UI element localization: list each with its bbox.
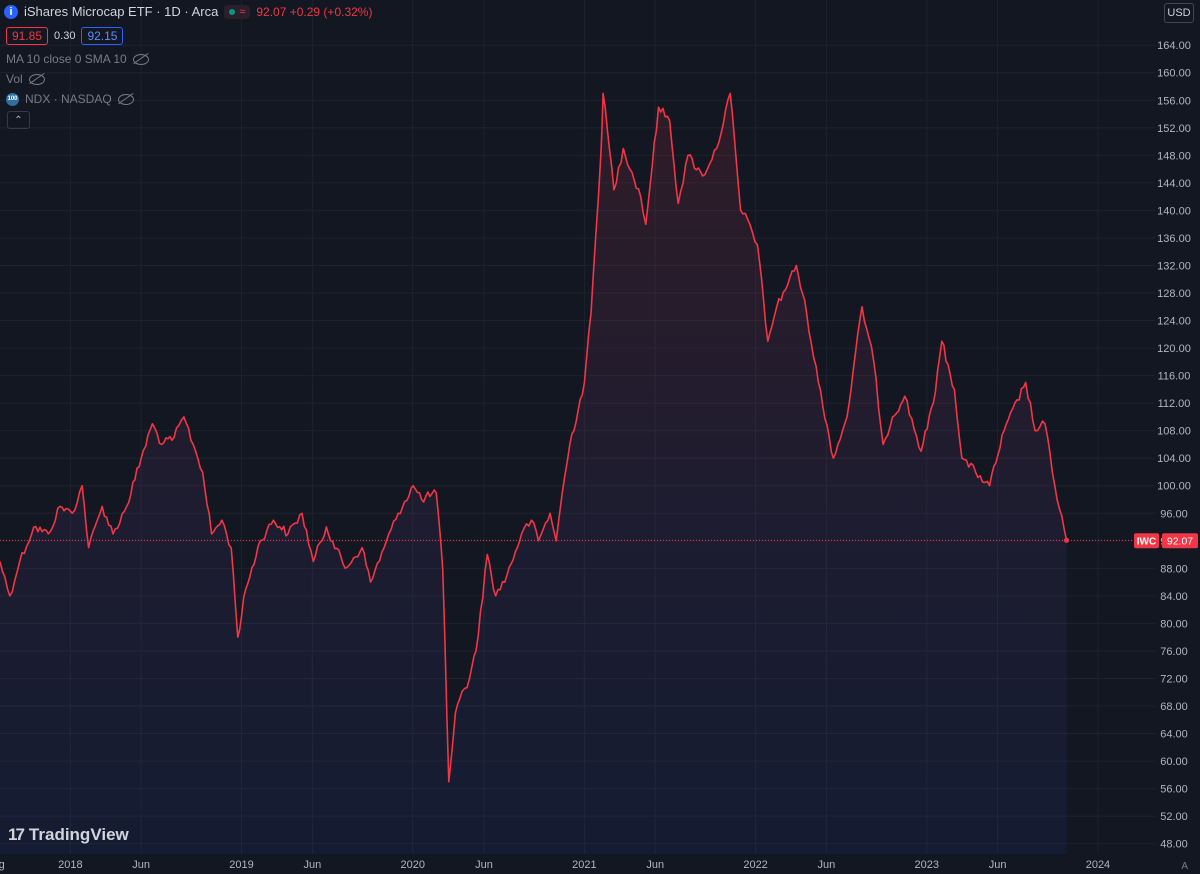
y-tick-label: 144.00 <box>1157 178 1191 190</box>
indicator-vol[interactable]: Vol <box>6 72 45 86</box>
y-tick-label: 160.00 <box>1157 68 1191 80</box>
auto-scale-button[interactable]: A <box>1181 861 1188 872</box>
tradingview-name: TradingView <box>28 825 129 844</box>
hidden-eye-icon[interactable] <box>117 93 134 105</box>
last-price-value: 92.07 <box>1167 535 1193 547</box>
y-tick-label: 68.00 <box>1160 701 1188 713</box>
y-tick-label: 132.00 <box>1157 260 1191 272</box>
price-axis[interactable]: 48.00 52.00 56.00 60.00 64.00 68.00 72.00 76.00… <box>1157 40 1191 850</box>
y-tick-label: 124.00 <box>1157 316 1191 328</box>
ma-label: MA 10 close 0 SMA 10 <box>6 52 127 66</box>
indicator-ndx[interactable]: 100 NDX · NASDAQ <box>6 92 134 106</box>
last-price-label: IWC 92.07 <box>1134 533 1198 549</box>
y-tick-label: 88.00 <box>1160 563 1188 575</box>
y-tick-label: 64.00 <box>1160 729 1188 741</box>
hidden-eye-icon[interactable] <box>28 73 45 85</box>
time-axis[interactable]: ug 2018 Jun 2019 Jun 2020 Jun 2021 Jun 2022 Jun 202… <box>0 859 1110 871</box>
spread-value: 0.30 <box>54 30 76 42</box>
price-change: 92.07 +0.29 (+0.32%) <box>256 4 373 19</box>
price-series-line <box>0 92 1068 783</box>
price-area-fill <box>0 93 1067 854</box>
y-tick-label: 56.00 <box>1160 784 1188 796</box>
x-tick-label: 2021 <box>572 859 596 871</box>
bid-button[interactable]: 91.85 <box>6 27 49 45</box>
y-tick-label: 84.00 <box>1160 591 1188 603</box>
y-tick-label: 60.00 <box>1160 756 1188 768</box>
x-tick-label: ug <box>0 859 5 871</box>
vol-label: Vol <box>6 72 23 86</box>
market-status[interactable]: ≈ <box>224 4 251 19</box>
y-tick-label: 140.00 <box>1157 205 1191 217</box>
x-tick-label: 2019 <box>229 859 253 871</box>
chart-header: i iShares Microcap ETF · 1D · Arca ≈ 92.… <box>4 4 372 19</box>
y-tick-label: 152.00 <box>1157 123 1191 135</box>
y-tick-label: 164.00 <box>1157 40 1191 52</box>
y-tick-label: 76.00 <box>1160 646 1188 658</box>
y-tick-label: 112.00 <box>1158 398 1191 410</box>
x-tick-label: Jun <box>132 859 150 871</box>
x-tick-label: Jun <box>818 859 836 871</box>
symbol-title[interactable]: iShares Microcap ETF · 1D · Arca <box>24 4 219 19</box>
y-tick-label: 120.00 <box>1157 343 1191 355</box>
hidden-eye-icon[interactable] <box>132 53 149 65</box>
last-price-dot <box>1064 537 1070 543</box>
x-tick-label: 2024 <box>1086 859 1110 871</box>
y-tick-label: 100.00 <box>1157 481 1191 493</box>
indicator-ma[interactable]: MA 10 close 0 SMA 10 <box>6 52 149 66</box>
ndx-badge-icon: 100 <box>6 92 19 106</box>
x-tick-label: 2020 <box>400 859 424 871</box>
y-tick-label: 116.00 <box>1158 371 1191 383</box>
collapse-legend-button[interactable]: ⌃ <box>7 111 30 129</box>
y-tick-label: 96.00 <box>1160 508 1188 520</box>
x-tick-label: Jun <box>989 859 1007 871</box>
x-tick-label: 2022 <box>743 859 767 871</box>
y-tick-label: 136.00 <box>1157 233 1191 245</box>
market-open-icon <box>229 8 236 15</box>
x-tick-label: Jun <box>303 859 321 871</box>
delayed-icon: ≈ <box>239 5 246 18</box>
y-tick-label: 48.00 <box>1160 839 1188 851</box>
x-tick-label: 2023 <box>915 859 939 871</box>
y-tick-label: 80.00 <box>1160 618 1188 630</box>
ndx-label: NDX · NASDAQ <box>25 92 112 106</box>
currency-select[interactable]: USD <box>1164 3 1194 23</box>
x-tick-label: Jun <box>475 859 493 871</box>
tradingview-logo-icon: 17 <box>8 825 25 844</box>
y-tick-label: 148.00 <box>1157 150 1191 162</box>
x-tick-label: Jun <box>646 859 664 871</box>
y-tick-label: 52.00 <box>1160 811 1188 823</box>
y-tick-label: 108.00 <box>1157 426 1191 438</box>
x-tick-label: 2018 <box>58 859 82 871</box>
ask-button[interactable]: 92.15 <box>81 27 124 45</box>
y-tick-label: 128.00 <box>1157 288 1191 300</box>
tradingview-watermark: 17 TradingView <box>8 825 129 845</box>
bid-ask-row: 91.85 0.30 92.15 <box>6 27 124 45</box>
y-tick-label: 156.00 <box>1157 95 1191 107</box>
y-tick-label: 72.00 <box>1160 673 1188 685</box>
chevron-up-icon: ⌃ <box>14 114 23 126</box>
y-tick-label: 104.00 <box>1157 453 1191 465</box>
ishares-logo-icon: i <box>4 4 18 19</box>
symbol-tag: IWC <box>1137 536 1156 547</box>
currency-label: USD <box>1167 7 1191 19</box>
